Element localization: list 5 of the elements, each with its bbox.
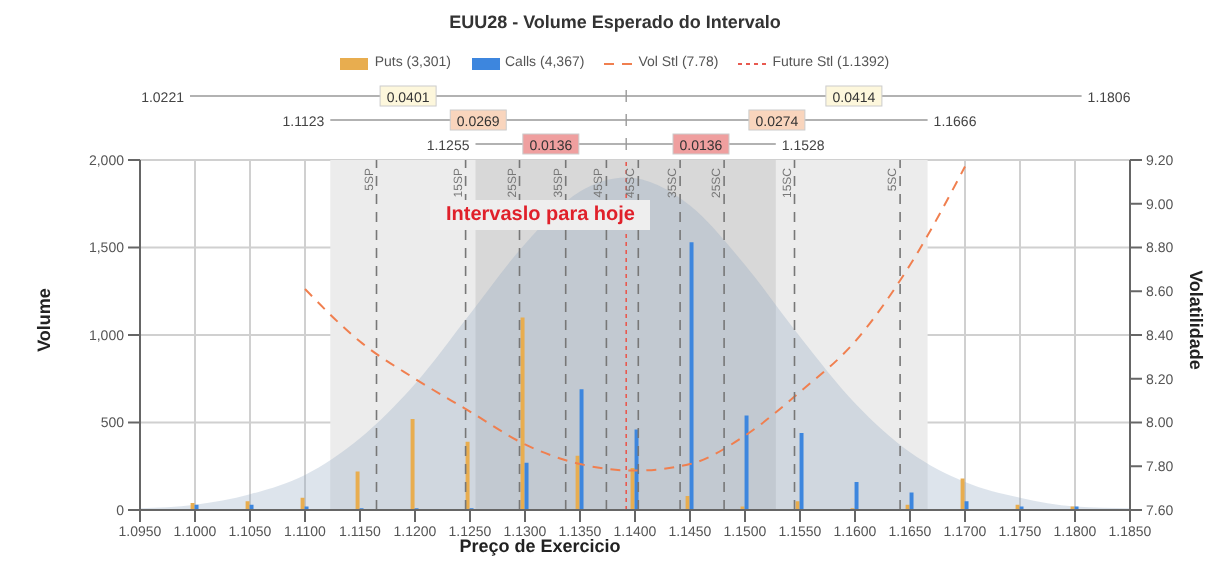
x-axis-title: Preço de Exercicio <box>459 536 621 556</box>
annotation: Intervaslo para hoje <box>430 200 651 230</box>
chart-title: EUU28 - Volume Esperado do Intervalo <box>447 12 783 32</box>
y-axis-title: Volume <box>34 288 54 352</box>
y2-axis-title: Volatilidade <box>1186 270 1206 370</box>
